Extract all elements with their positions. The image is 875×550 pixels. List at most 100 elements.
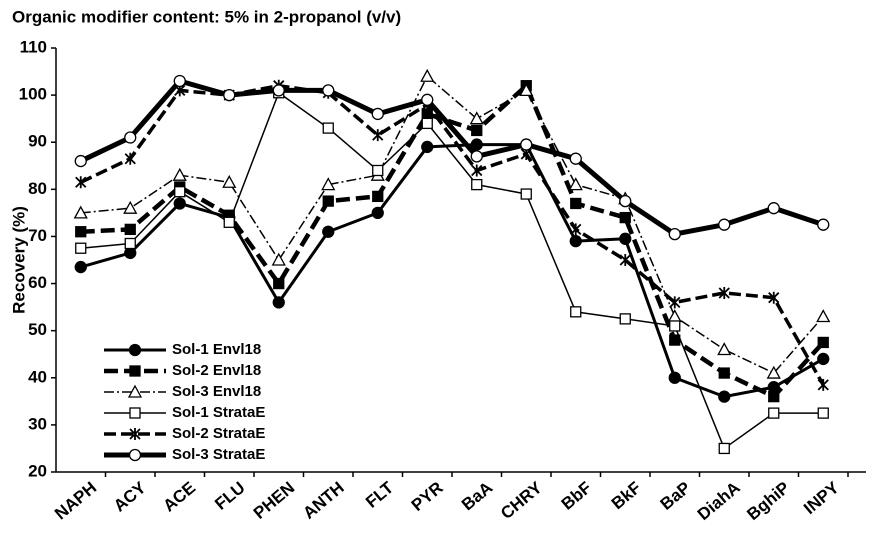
marker — [322, 122, 334, 134]
x-tick-label: BaP — [657, 478, 695, 514]
marker — [129, 365, 141, 377]
y-tick-label: 60 — [28, 273, 47, 292]
marker — [421, 117, 433, 130]
legend-label: Sol-3 StrataE — [172, 446, 265, 463]
marker — [371, 206, 384, 220]
y-tick-label: 70 — [28, 226, 47, 245]
marker — [817, 336, 829, 349]
marker — [174, 186, 186, 198]
marker — [173, 74, 186, 88]
y-axis-label: Recovery (%) — [9, 206, 28, 314]
y-tick-label: 20 — [28, 461, 47, 480]
legend-label: Sol-3 Envl18 — [172, 383, 261, 400]
marker — [372, 129, 384, 142]
marker — [222, 174, 237, 188]
marker — [172, 167, 187, 181]
marker — [322, 225, 335, 238]
chart-title: Organic modifier content: 5% in 2-propan… — [12, 7, 401, 26]
marker — [520, 138, 533, 151]
x-tick-label: CHRY — [497, 478, 546, 524]
marker — [372, 164, 384, 177]
marker — [817, 378, 829, 391]
marker — [817, 407, 829, 419]
marker — [273, 277, 285, 290]
x-tick-label: PHEN — [250, 478, 298, 523]
marker — [570, 223, 582, 236]
marker — [420, 68, 435, 82]
legend-label: Sol-1 Envl18 — [172, 341, 261, 358]
legend-label: Sol-1 StrataE — [172, 404, 265, 421]
series-line — [80, 75, 824, 374]
marker — [469, 111, 484, 125]
marker — [717, 342, 732, 356]
marker — [768, 407, 780, 419]
marker — [619, 232, 632, 245]
marker — [124, 131, 137, 144]
marker — [569, 235, 582, 248]
y-tick-label: 90 — [28, 132, 47, 151]
x-tick-label: PYR — [408, 478, 447, 515]
marker — [619, 254, 631, 266]
marker — [272, 296, 285, 309]
x-tick-label: BghiP — [743, 478, 793, 524]
x-tick-label: DiahA — [694, 478, 744, 524]
x-tick-label: ANTH — [299, 478, 347, 523]
y-tick-label: 40 — [28, 367, 47, 386]
marker — [421, 93, 434, 106]
marker — [766, 365, 781, 379]
y-tick-label: 50 — [28, 320, 47, 339]
y-tick-label: 30 — [28, 414, 47, 433]
x-tick-label: BbF — [558, 478, 596, 514]
legend: Sol-1 Envl18 Sol-2 Envl18 Sol-3 Envl18 Sol-… — [98, 338, 286, 464]
marker — [569, 152, 582, 165]
marker — [322, 84, 335, 97]
marker — [817, 352, 830, 366]
marker — [470, 138, 483, 151]
marker — [519, 83, 534, 97]
marker — [768, 390, 780, 403]
marker — [718, 367, 730, 379]
x-tick-label: INPY — [800, 478, 843, 518]
series-line — [80, 83, 825, 399]
marker — [223, 216, 235, 228]
marker — [75, 176, 87, 189]
marker — [372, 190, 384, 203]
legend-box — [98, 338, 286, 464]
marker — [619, 194, 632, 208]
marker — [74, 154, 87, 168]
x-tick-label: FLT — [362, 478, 398, 512]
y-tick-label: 100 — [19, 85, 47, 104]
marker — [421, 140, 434, 154]
x-tick-label: BaA — [458, 478, 496, 514]
marker — [718, 442, 730, 455]
marker — [272, 84, 285, 97]
series-line — [80, 92, 824, 450]
marker — [321, 177, 336, 191]
marker — [668, 371, 681, 384]
marker — [271, 252, 286, 266]
marker — [75, 242, 87, 254]
marker — [223, 88, 236, 102]
y-tick-label: 80 — [28, 179, 47, 198]
marker — [371, 107, 384, 121]
marker — [124, 152, 136, 165]
marker — [471, 124, 483, 137]
marker — [74, 260, 87, 274]
marker — [768, 291, 780, 304]
marker — [124, 223, 136, 236]
marker — [128, 343, 142, 357]
marker — [669, 334, 681, 346]
x-tick-label: BkF — [608, 478, 645, 513]
marker — [570, 197, 582, 210]
marker — [570, 306, 582, 318]
marker — [471, 178, 483, 191]
marker — [568, 177, 583, 191]
legend-label: Sol-2 Envl18 — [172, 362, 261, 379]
series-line — [79, 83, 825, 386]
marker — [129, 407, 141, 419]
x-tick-label: ACE — [159, 478, 199, 516]
marker — [619, 313, 631, 325]
marker — [669, 320, 681, 332]
legend-label: Sol-2 StrataE — [172, 425, 265, 442]
